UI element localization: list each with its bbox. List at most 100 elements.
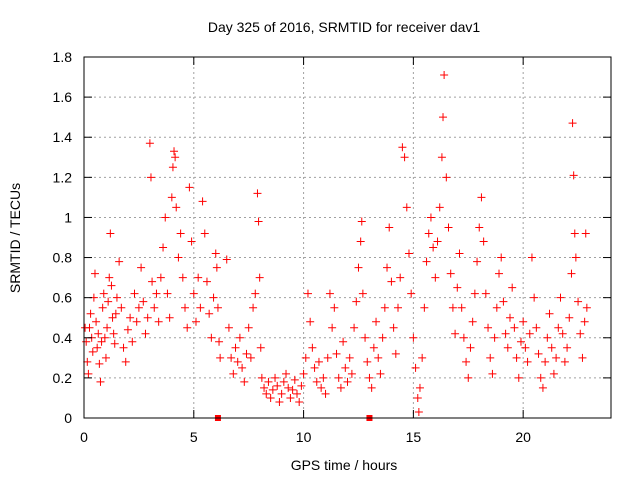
x-tick-label: 10 — [296, 429, 312, 445]
data-point — [372, 317, 381, 326]
data-point — [90, 269, 99, 278]
data-point — [244, 323, 253, 332]
data-point — [570, 229, 579, 238]
data-point — [288, 385, 297, 394]
data-point — [317, 383, 326, 392]
data-point — [198, 197, 207, 206]
data-point — [431, 273, 440, 282]
data-point — [499, 297, 508, 306]
data-point — [99, 289, 108, 298]
data-point — [213, 303, 222, 312]
data-point — [154, 317, 163, 326]
data-point — [488, 369, 497, 378]
data-point — [422, 257, 431, 266]
data-point — [532, 323, 541, 332]
data-point — [159, 243, 168, 252]
data-point — [189, 289, 198, 298]
data-point — [521, 343, 530, 352]
data-point — [101, 353, 110, 362]
data-point — [407, 289, 416, 298]
data-point — [424, 229, 433, 238]
data-point — [402, 203, 411, 212]
data-point — [339, 337, 348, 346]
data-point — [303, 289, 312, 298]
data-point — [374, 353, 383, 362]
data-point — [227, 353, 236, 362]
data-point — [435, 203, 444, 212]
data-point — [128, 337, 137, 346]
data-point — [556, 293, 565, 302]
data-point — [369, 343, 378, 352]
data-point — [112, 293, 121, 302]
data-point — [444, 223, 453, 232]
data-point — [490, 333, 499, 342]
data-point — [404, 249, 413, 258]
data-point — [466, 343, 475, 352]
data-point — [398, 143, 407, 152]
data-point — [530, 293, 539, 302]
data-point — [256, 343, 265, 352]
data-point — [145, 139, 154, 148]
data-point — [249, 303, 258, 312]
data-point — [126, 313, 135, 322]
data-point — [549, 369, 558, 378]
data-point — [525, 329, 534, 338]
data-point — [418, 353, 427, 362]
data-point — [473, 257, 482, 266]
data-point — [93, 343, 102, 352]
data-point — [321, 389, 330, 398]
y-tick-label: 1.4 — [53, 129, 73, 145]
data-point — [429, 243, 438, 252]
data-point — [171, 153, 180, 162]
data-point — [222, 255, 231, 264]
data-point — [446, 269, 455, 278]
data-point — [497, 253, 506, 262]
data-point — [251, 289, 260, 298]
data-point — [134, 303, 143, 312]
y-tick-label: 1 — [64, 209, 72, 225]
data-point — [426, 213, 435, 222]
x-axis-label: GPS time / hours — [291, 457, 398, 473]
data-point — [123, 325, 132, 334]
data-point — [560, 357, 569, 366]
data-point — [574, 297, 583, 306]
data-point — [464, 373, 473, 382]
data-point — [569, 171, 578, 180]
data-point — [246, 353, 255, 362]
chart-title: Day 325 of 2016, SRMTID for receiver dav… — [208, 19, 481, 35]
data-point — [571, 253, 580, 262]
data-point — [83, 357, 92, 366]
data-point — [238, 363, 247, 372]
data-point — [527, 253, 536, 262]
data-point — [477, 193, 486, 202]
data-point — [117, 303, 126, 312]
data-point — [462, 357, 471, 366]
data-point — [492, 303, 501, 312]
data-point — [516, 337, 525, 346]
data-point — [514, 373, 523, 382]
data-point — [187, 237, 196, 246]
data-point — [295, 397, 304, 406]
x-tick-label: 0 — [80, 429, 88, 445]
data-point — [161, 213, 170, 222]
data-point — [352, 297, 361, 306]
data-point — [196, 303, 205, 312]
data-point — [343, 377, 352, 386]
data-point — [275, 397, 284, 406]
y-tick-label: 1.2 — [53, 169, 73, 185]
data-point — [378, 333, 387, 342]
data-point — [286, 393, 295, 402]
data-point — [578, 353, 587, 362]
data-point — [367, 383, 376, 392]
x-tick-label: 20 — [515, 429, 531, 445]
data-point — [385, 223, 394, 232]
data-point — [314, 357, 323, 366]
data-point — [86, 309, 95, 318]
data-point — [387, 277, 396, 286]
data-point — [442, 173, 451, 182]
data-point — [439, 113, 448, 122]
data-point — [547, 343, 556, 352]
data-point — [271, 373, 280, 382]
data-point — [205, 309, 214, 318]
data-point — [356, 237, 365, 246]
